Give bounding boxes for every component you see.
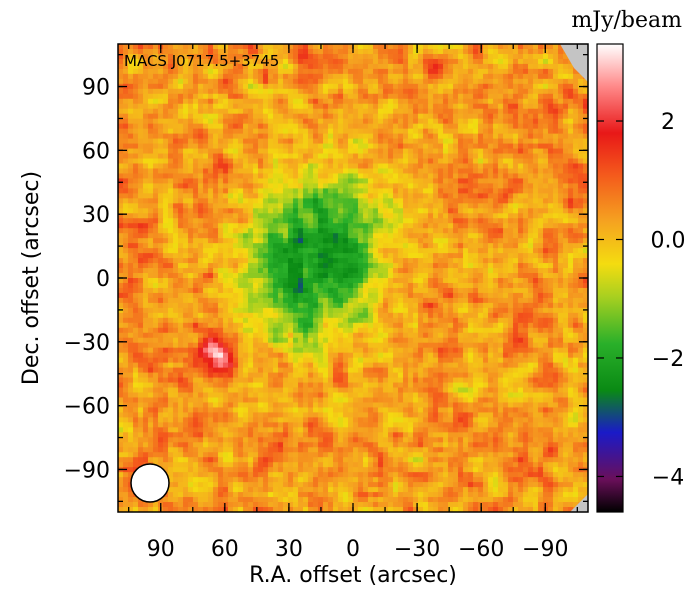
x-tick-label: 30 [275, 537, 303, 562]
map-pixels [118, 44, 588, 512]
colorbar-tick-label: 0.0 [651, 228, 686, 253]
y-tick-label: −90 [64, 458, 110, 483]
x-tick-label: −60 [458, 537, 504, 562]
y-tick-label: −60 [64, 395, 110, 420]
y-axis-label: Dec. offset (arcsec) [19, 171, 44, 385]
y-tick-label: −30 [64, 331, 110, 356]
x-axis-label: R.A. offset (arcsec) [249, 563, 457, 588]
y-tick-label: 90 [82, 76, 110, 101]
colorbar-tick-label: 2 [661, 110, 675, 135]
y-tick-label: 30 [82, 203, 110, 228]
map-axis-ticks [118, 44, 588, 512]
colorbar-tick-label: −2 [652, 347, 684, 372]
colorbar-unit-label: mJy/beam [571, 8, 682, 33]
beam-circle [130, 463, 170, 503]
x-tick-label: 90 [147, 537, 175, 562]
x-tick-label: 60 [211, 537, 239, 562]
colorbar-tick-label: −4 [652, 465, 684, 490]
map-title: MACS J0717.5+3745 [124, 52, 279, 70]
colorbar: 2 0.0 −2 −4 mJy/beam [571, 8, 686, 513]
x-tick-label: −90 [522, 537, 568, 562]
y-tick-label: 60 [82, 139, 110, 164]
x-tick-label: −30 [394, 537, 440, 562]
map-panel: MACS J0717.5+3745 [117, 43, 589, 513]
colorbar-ticks: 2 0.0 −2 −4 [597, 110, 686, 490]
y-tick-label: 0 [96, 267, 110, 292]
masked-corner-top-right [560, 44, 588, 82]
masked-corner-bottom-right [570, 494, 588, 512]
x-tick-label: 0 [346, 537, 360, 562]
colorbar-gradient [596, 43, 624, 513]
